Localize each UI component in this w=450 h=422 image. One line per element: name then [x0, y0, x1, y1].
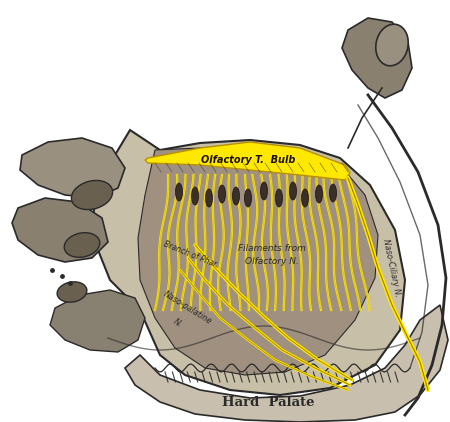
- Ellipse shape: [233, 187, 239, 205]
- Text: Naso-palatine: Naso-palatine: [162, 289, 214, 327]
- Point: [58, 273, 66, 279]
- Text: Olfactory T.  Bulb: Olfactory T. Bulb: [201, 155, 295, 165]
- Text: Branch of Phar.: Branch of Phar.: [162, 240, 219, 270]
- Polygon shape: [145, 142, 350, 180]
- Text: Naso-Ciliary N.: Naso-Ciliary N.: [382, 238, 403, 298]
- Point: [67, 280, 74, 287]
- Ellipse shape: [376, 24, 408, 66]
- Ellipse shape: [302, 189, 309, 207]
- Ellipse shape: [219, 185, 225, 203]
- Ellipse shape: [275, 189, 283, 207]
- Text: Filaments from: Filaments from: [238, 243, 306, 252]
- Polygon shape: [90, 130, 405, 395]
- Text: Olfactory N.: Olfactory N.: [245, 257, 299, 267]
- Ellipse shape: [57, 282, 87, 302]
- Polygon shape: [20, 138, 125, 198]
- Polygon shape: [50, 290, 145, 352]
- Ellipse shape: [289, 182, 297, 200]
- Ellipse shape: [64, 233, 100, 257]
- Polygon shape: [342, 18, 412, 98]
- Ellipse shape: [192, 187, 198, 205]
- Point: [49, 267, 56, 273]
- Ellipse shape: [72, 181, 112, 210]
- Ellipse shape: [176, 183, 183, 201]
- Ellipse shape: [206, 189, 212, 207]
- Polygon shape: [12, 198, 108, 262]
- Polygon shape: [125, 305, 448, 422]
- Text: N.: N.: [172, 317, 184, 329]
- Ellipse shape: [329, 184, 337, 202]
- Ellipse shape: [315, 185, 323, 203]
- Polygon shape: [138, 145, 378, 375]
- Ellipse shape: [261, 182, 267, 200]
- Ellipse shape: [244, 189, 252, 207]
- Text: Hard  Palate: Hard Palate: [222, 395, 314, 408]
